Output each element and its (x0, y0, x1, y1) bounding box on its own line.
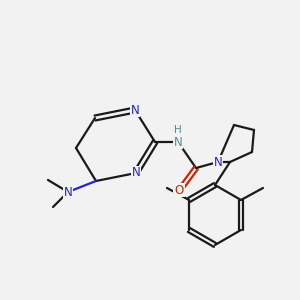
Text: N: N (132, 167, 140, 179)
Text: N: N (214, 155, 222, 169)
Text: N: N (130, 103, 140, 116)
Text: O: O (174, 184, 184, 196)
Text: N: N (64, 185, 72, 199)
Text: H: H (174, 125, 182, 135)
Text: N: N (174, 136, 182, 148)
